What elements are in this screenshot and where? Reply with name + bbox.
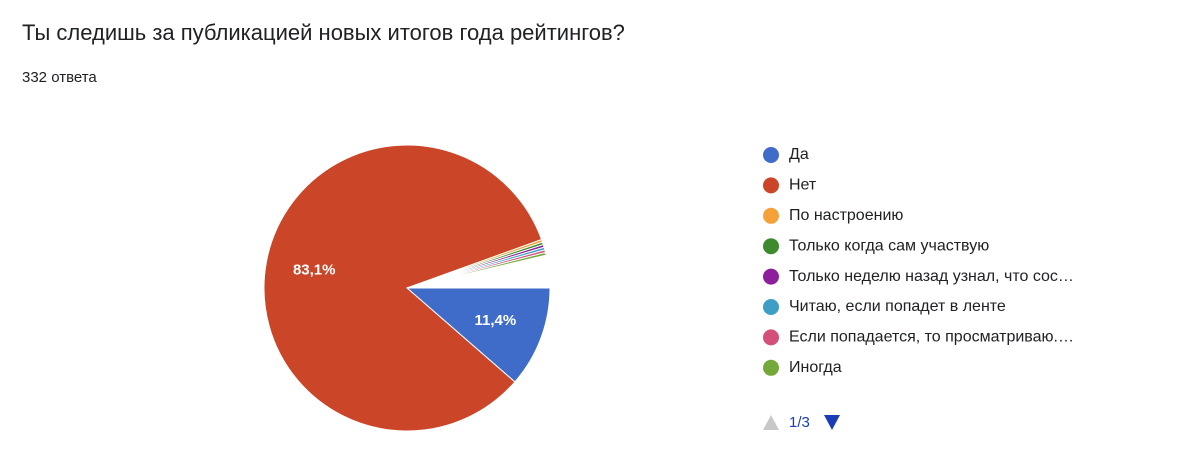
legend-next[interactable] xyxy=(824,415,840,430)
legend-swatch xyxy=(763,299,779,315)
legend-swatch xyxy=(763,147,779,163)
pie-slice xyxy=(263,144,543,432)
legend-swatch xyxy=(763,268,779,285)
legend-prev[interactable] xyxy=(763,415,779,430)
legend-label: Только неделю назад узнал, что сос… xyxy=(789,268,1074,285)
legend-label: Если попадается, то просматриваю.… xyxy=(789,329,1074,346)
legend-label: Только когда сам участвую xyxy=(789,237,989,254)
legend-page: 1/3 xyxy=(789,414,810,431)
legend-label: Иногда xyxy=(789,359,842,376)
chart-title: Ты следишь за публикацией новых итогов г… xyxy=(22,20,625,45)
slice-label: 11,4% xyxy=(475,312,517,329)
legend-swatch xyxy=(763,329,779,346)
legend-label: Читаю, если попадет в ленте xyxy=(789,298,1006,315)
legend-label: Нет xyxy=(789,177,817,194)
legend-swatch xyxy=(763,207,779,224)
legend-label: По настроению xyxy=(789,207,903,224)
pie-slice xyxy=(405,287,551,383)
pie-slice xyxy=(406,251,547,289)
legend-swatch xyxy=(763,177,779,194)
chart-subtitle: 332 ответа xyxy=(22,69,97,86)
legend-swatch xyxy=(763,359,779,376)
legend-label: Да xyxy=(789,146,809,163)
legend-swatch xyxy=(763,238,779,255)
slice-label: 83,1% xyxy=(293,262,336,279)
